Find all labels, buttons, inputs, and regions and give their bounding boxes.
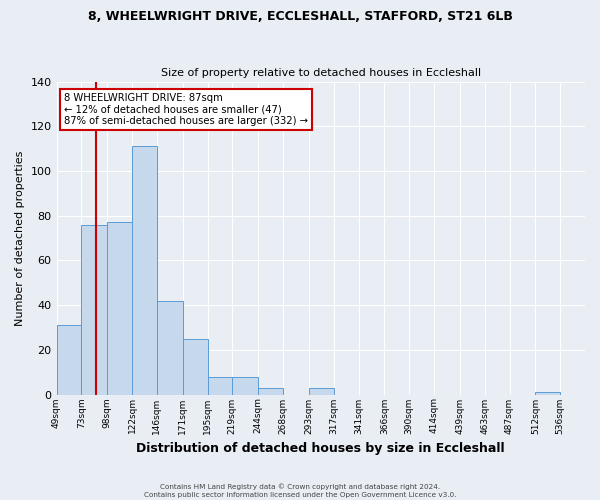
Text: 8 WHEELWRIGHT DRIVE: 87sqm
← 12% of detached houses are smaller (47)
87% of semi: 8 WHEELWRIGHT DRIVE: 87sqm ← 12% of deta… bbox=[64, 92, 308, 126]
Bar bbox=[258, 388, 283, 394]
Bar bbox=[132, 146, 157, 394]
Text: 8, WHEELWRIGHT DRIVE, ECCLESHALL, STAFFORD, ST21 6LB: 8, WHEELWRIGHT DRIVE, ECCLESHALL, STAFFO… bbox=[88, 10, 512, 23]
Bar bbox=[157, 300, 183, 394]
Bar bbox=[183, 338, 208, 394]
Bar bbox=[56, 325, 82, 394]
Bar bbox=[309, 388, 334, 394]
Bar bbox=[232, 376, 258, 394]
X-axis label: Distribution of detached houses by size in Eccleshall: Distribution of detached houses by size … bbox=[136, 442, 505, 455]
Bar bbox=[82, 224, 107, 394]
Title: Size of property relative to detached houses in Eccleshall: Size of property relative to detached ho… bbox=[161, 68, 481, 78]
Bar bbox=[208, 376, 232, 394]
Text: Contains HM Land Registry data © Crown copyright and database right 2024.
Contai: Contains HM Land Registry data © Crown c… bbox=[144, 483, 456, 498]
Bar bbox=[535, 392, 560, 394]
Bar bbox=[107, 222, 132, 394]
Y-axis label: Number of detached properties: Number of detached properties bbox=[15, 150, 25, 326]
